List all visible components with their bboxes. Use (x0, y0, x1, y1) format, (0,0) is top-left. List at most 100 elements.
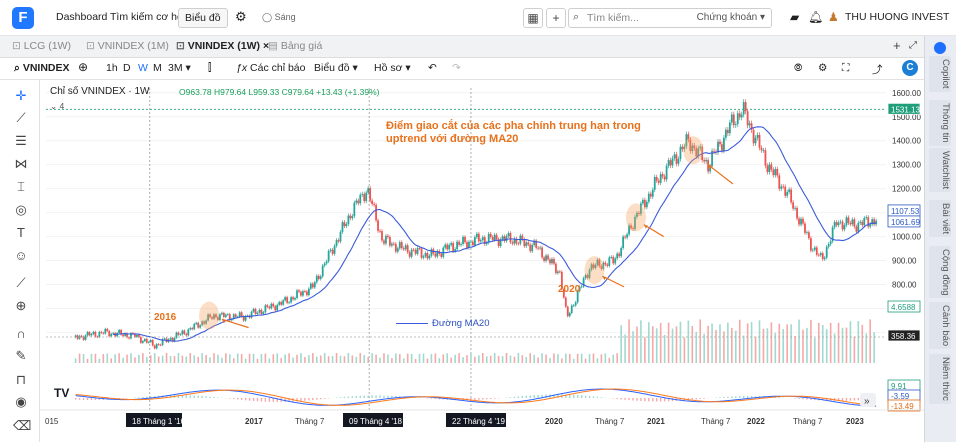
macd-histogram-bar (383, 395, 384, 398)
search-scope-select[interactable]: Chứng khoán ▾ (697, 12, 765, 23)
profile-menu[interactable]: Hồ sơ ▾ (374, 62, 411, 74)
tab-lcg[interactable]: ⊡ LCG (1W) (12, 40, 71, 52)
scroll-right-icon[interactable]: » (864, 396, 870, 407)
volume-bar (802, 330, 804, 363)
candle-body (104, 329, 106, 334)
zoom-in-icon[interactable]: ⊕ (13, 298, 29, 314)
volume-bar (197, 357, 199, 363)
search-box[interactable]: ⌕ Tìm kiếm... Chứng khoán ▾ (568, 8, 772, 28)
channel-icon[interactable]: ☰ (13, 133, 29, 149)
volume-bar (612, 355, 614, 363)
candle-body (450, 243, 452, 245)
candle-body (850, 223, 852, 224)
share-icon[interactable]: ⤴ (872, 62, 883, 77)
panel-tab-info[interactable]: Thông tin (929, 100, 951, 146)
bell-icon[interactable]: 🔔︎ (808, 10, 823, 24)
crosshair-icon[interactable]: ✛ (13, 88, 29, 104)
add-icon[interactable]: + (546, 8, 566, 28)
candle-body (423, 256, 425, 257)
pattern-icon[interactable]: ⋈ (13, 156, 29, 172)
user-name[interactable]: THU HUONG INVEST (845, 11, 949, 23)
volume-bar (458, 353, 460, 363)
expand-icon[interactable]: ⤢ (909, 40, 917, 51)
interval-m[interactable]: M (153, 62, 162, 74)
grid-layout-icon[interactable]: ▦ (523, 8, 543, 28)
plus-icon[interactable]: + (893, 38, 901, 53)
tab-vnindex-1m[interactable]: ⊡ VNINDEX (1M) (86, 40, 169, 52)
eye-icon[interactable]: ◉ (13, 394, 29, 410)
candle-body (264, 305, 266, 312)
crossover-highlight (626, 203, 646, 231)
candle-body (765, 150, 767, 165)
symbol-search[interactable]: ⌕ VNINDEX (14, 62, 70, 75)
fullscreen-icon[interactable]: ⛶ (842, 62, 849, 75)
nav-opportunity-search[interactable]: Tìm kiếm cơ hội (110, 11, 185, 23)
chat-icon[interactable]: ▰ (790, 10, 799, 24)
candle-body (355, 201, 357, 203)
emoji-icon[interactable]: ☺ (13, 248, 29, 264)
volume-bar (249, 354, 251, 363)
chart-type-menu[interactable]: Biểu đồ ▾ (314, 62, 358, 74)
brand-icon[interactable]: C (902, 60, 918, 76)
candle-body (557, 272, 559, 274)
candle-body (255, 309, 257, 314)
chart-button[interactable]: Biểu đồ (178, 8, 228, 28)
panel-tab-watchlist[interactable]: Watchlist (929, 148, 951, 192)
lock-icon[interactable]: ⊓ (13, 372, 29, 388)
price-chart[interactable]: 1600.001500.001400.001300.001200.001100.… (40, 80, 924, 442)
nav-dashboard[interactable]: Dashboard (56, 11, 107, 23)
interval-w[interactable]: W (138, 62, 148, 74)
volume-bar (83, 354, 85, 363)
macd-histogram-bar (435, 398, 436, 399)
avatar[interactable]: ♟ (828, 10, 839, 24)
gear-icon[interactable]: ⚙ (235, 9, 247, 25)
macd-histogram-bar (794, 398, 795, 399)
trendline-icon[interactable]: ⟋ (13, 110, 29, 126)
volume-bar (869, 319, 871, 363)
macd-histogram-bar (514, 397, 515, 398)
volume-bar (189, 353, 191, 363)
interval-d[interactable]: D (123, 62, 131, 74)
price-tick-label: 1600.00 (892, 89, 921, 98)
settings-icon[interactable]: ⚙ (818, 62, 827, 74)
volume-bar (838, 323, 840, 363)
candle-body (844, 225, 846, 229)
panel-tab-copilot[interactable]: Copilot (929, 56, 951, 92)
alert-icon[interactable]: ⦾ (794, 62, 802, 75)
macd-histogram-bar (265, 398, 266, 402)
panel-tab-alerts[interactable]: Cảnh báo (929, 302, 951, 349)
measure-icon[interactable]: ⌶ (13, 179, 29, 195)
candle-body (227, 314, 229, 315)
ruler-icon[interactable]: ⟋ (13, 275, 29, 291)
panel-tab-community[interactable]: Cộng đồng (929, 246, 951, 298)
panel-tab-niem-thuc[interactable]: Niêm thức (929, 354, 951, 404)
indicators-button[interactable]: ƒx Các chỉ báo (236, 62, 305, 74)
layers-toggle[interactable]: ⌄ 4 (50, 101, 64, 112)
theme-toggle[interactable]: ◯ Sáng (262, 12, 296, 23)
logo-icon[interactable]: F (12, 7, 34, 29)
compare-icon[interactable]: ⊕ (78, 60, 88, 74)
candle-body (235, 314, 237, 317)
candle-body (828, 244, 830, 247)
trash-icon[interactable]: ⌫ (13, 418, 29, 434)
interval-1h[interactable]: 1h (106, 62, 118, 74)
tab-vnindex-1w[interactable]: ⊡ VNINDEX (1W) × (176, 40, 269, 52)
volume-bar (352, 355, 354, 363)
redo-icon[interactable]: ↷ (452, 62, 461, 74)
volume-bar (782, 329, 784, 363)
undo-icon[interactable]: ↶ (428, 62, 437, 74)
text-icon[interactable]: T (13, 225, 29, 241)
magnet-icon[interactable]: ∩ (13, 326, 29, 342)
candle-type-icon[interactable]: ⫿ (208, 62, 211, 75)
candle-body (456, 242, 458, 249)
volume-bar (87, 359, 89, 363)
shape-icon[interactable]: ◎ (13, 202, 29, 218)
interval-3m[interactable]: 3M ▾ (168, 62, 191, 74)
candle-body (670, 160, 672, 165)
panel-tab-posts[interactable]: Bài viết (929, 200, 951, 237)
macd-histogram-bar (249, 398, 250, 401)
volume-bar (158, 357, 160, 363)
tab-price-board[interactable]: ▤ Bảng giá (268, 40, 322, 52)
time-tick-label: 2021 (647, 417, 665, 426)
brush-lock-icon[interactable]: ✎ (13, 348, 29, 364)
